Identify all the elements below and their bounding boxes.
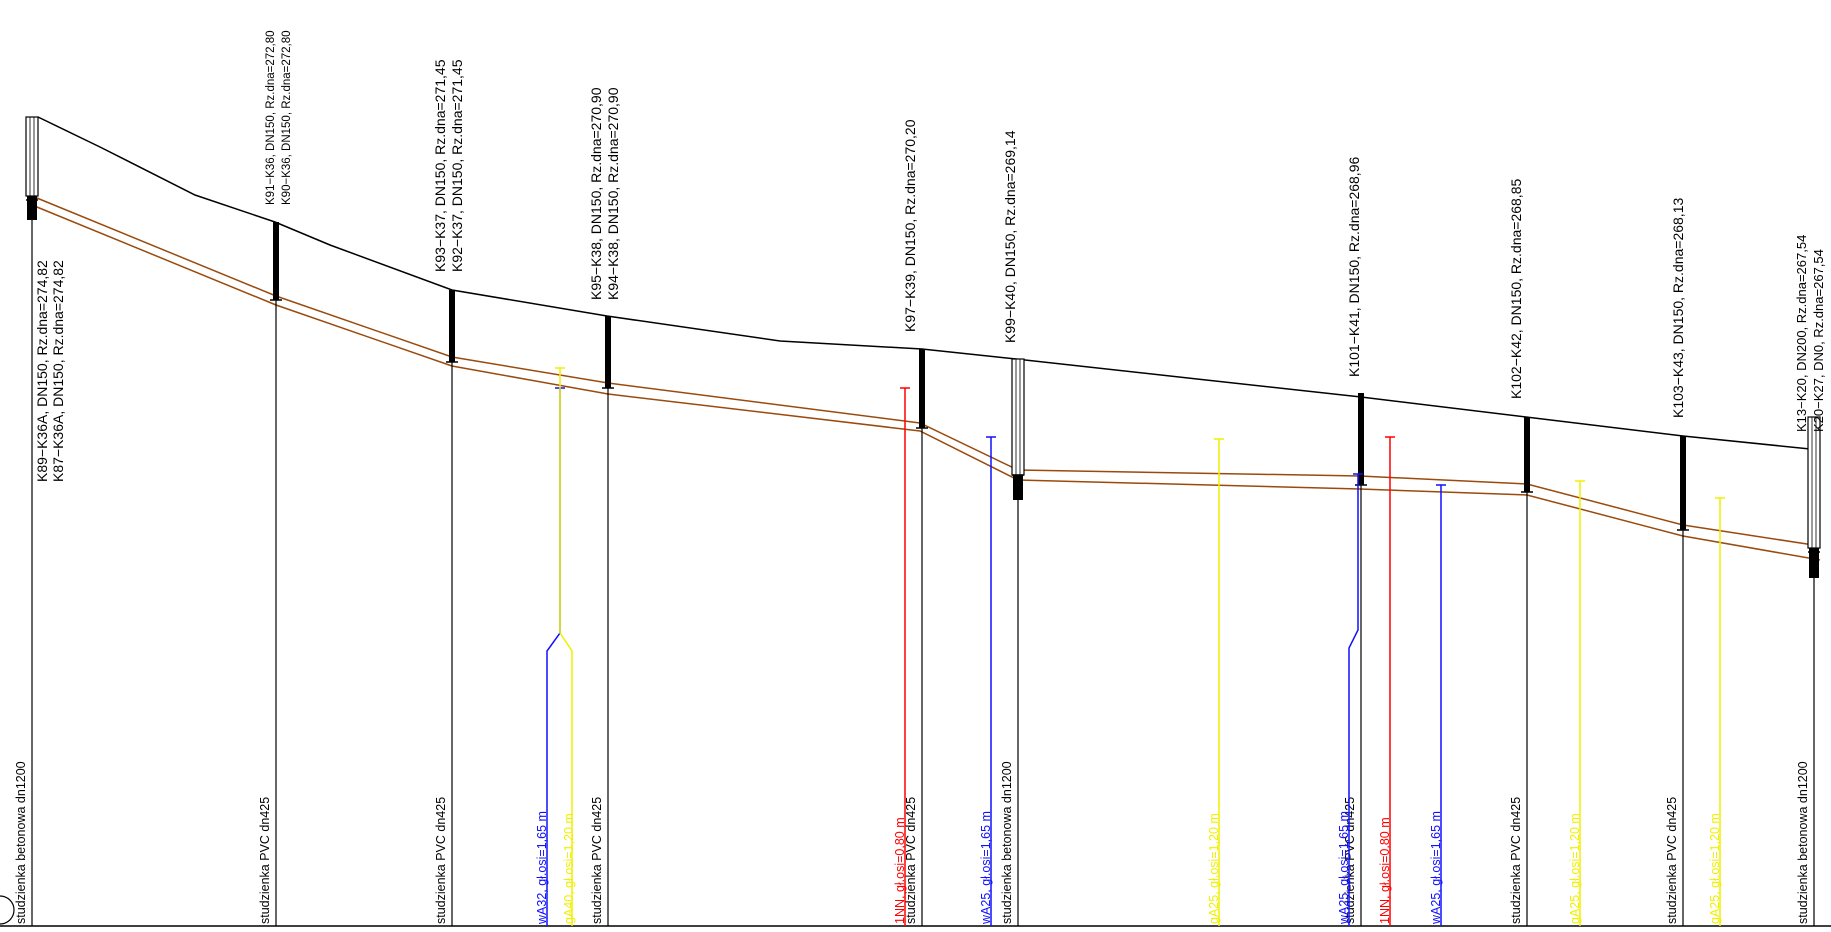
utility-depth-label: wA25, gł.osi=1,65 m: [1429, 811, 1443, 925]
utility-depth-label: 1NN, gł.osi=0,80 m: [1378, 817, 1392, 924]
utility-depth-label: wA25, gł.osi=1,65 m: [979, 811, 993, 925]
sewer-pipe-top-wall: [31, 195, 1821, 547]
pvc-manhole-shaft: [1524, 417, 1530, 492]
pvc-manhole-shaft: [449, 290, 455, 362]
utility-line: [1348, 474, 1359, 926]
pvc-manhole-shaft: [1680, 436, 1686, 530]
pvc-manhole-shaft: [605, 316, 611, 388]
manhole-type-label: studzienka betonowa dn1200: [1000, 761, 1014, 924]
manhole-top-label-2: K92−K37, DN150, Rz.dna=271,45: [449, 59, 465, 272]
manhole-stations: K89−K36A, DN150, Rz.dna=274,82 K87−K36A, …: [14, 30, 1826, 926]
manhole-m6[interactable]: K99−K40, DN150, Rz.dna=269,14 studzienka …: [1000, 130, 1025, 926]
manhole-m7[interactable]: K101−K41, DN150, Rz.dna=268,96 studzienka…: [1343, 157, 1367, 926]
manhole-bottom-block: [1809, 548, 1819, 578]
manhole-m10[interactable]: K13−K20, DN200, Rz.dna=267,54 K20−K27, DN…: [1794, 235, 1826, 926]
terrain-line: [37, 116, 1821, 451]
pvc-manhole-shaft: [1358, 393, 1364, 485]
manhole-top-label: K99−K40, DN150, Rz.dna=269,14: [1002, 130, 1018, 343]
manhole-top-label: K93−K37, DN150, Rz.dna=271,45: [432, 59, 448, 272]
manhole-m3[interactable]: K93−K37, DN150, Rz.dna=271,45 K92−K37, DN…: [432, 59, 465, 926]
manhole-type-label: studzienka betonowa dn1200: [1796, 761, 1810, 924]
manhole-top-label: K89−K36A, DN150, Rz.dna=274,82: [34, 260, 50, 482]
manhole-top-label: K95−K38, DN150, Rz.dna=270,90: [588, 87, 604, 300]
concrete-manhole-body: [1011, 358, 1025, 476]
manhole-type-label: studzienka PVC dn425: [904, 797, 918, 924]
manhole-bottom-block: [1013, 475, 1023, 500]
utility-crossing-gas[interactable]: gA25, gł.osi=1,20 m: [1568, 480, 1585, 926]
manhole-m8[interactable]: K102−K42, DN150, Rz.dna=268,85 studzienka…: [1508, 179, 1533, 926]
manhole-type-label: studzienka betonowa dn1200: [14, 761, 28, 924]
pvc-manhole-shaft: [919, 349, 925, 428]
manhole-m4[interactable]: K95−K38, DN150, Rz.dna=270,90 K94−K38, DN…: [588, 87, 621, 926]
utility-crossing-gas[interactable]: gA40, gł.osi=1,20 m: [555, 367, 576, 926]
manhole-m5[interactable]: K97−K39, DN150, Rz.dna=270,20 studzienka …: [902, 119, 928, 926]
utility-depth-label: wA32, gł.osi=1,65 m: [535, 811, 549, 925]
utility-crossings: wA32, gł.osi=1,65 m gA40, gł.osi=1,20 m 1N…: [535, 367, 1725, 926]
utility-depth-label: gA40, gł.osi=1,20 m: [562, 813, 576, 924]
utility-crossing-water[interactable]: wA25, gł.osi=1,65 m: [979, 436, 996, 926]
sewer-pipe-bottom-wall: [31, 204, 1821, 561]
manhole-top-label: K91−K36, DN150, Rz.dna=272,80: [265, 30, 277, 205]
manhole-type-label: studzienka PVC dn425: [1509, 797, 1523, 924]
pvc-manhole-shaft: [273, 222, 279, 300]
manhole-top-label-2: K94−K38, DN150, Rz.dna=270,90: [605, 87, 621, 300]
manhole-bottom-block: [27, 196, 37, 220]
utility-depth-label: wA25, gł.osi=1,65 m: [1337, 811, 1351, 925]
utility-depth-label: gA25, gł.osi=1,20 m: [1708, 813, 1722, 924]
manhole-m2[interactable]: K91−K36, DN150, Rz.dna=272,80 K90−K36, DN…: [258, 30, 293, 926]
manhole-top-label-2: K20−K27, DN0, Rz.dna=267,54: [1811, 249, 1826, 432]
utility-crossing-water[interactable]: wA25, gł.osi=1,65 m: [1337, 473, 1363, 926]
corner-circle-mark: [0, 895, 15, 925]
utility-crossing-gas[interactable]: gA25, gł.osi=1,20 m: [1207, 438, 1224, 926]
utility-depth-label: gA25, gł.osi=1,20 m: [1568, 813, 1582, 924]
utility-depth-label: gA25, gł.osi=1,20 m: [1207, 813, 1221, 924]
manhole-top-label: K101−K41, DN150, Rz.dna=268,96: [1346, 157, 1362, 377]
utility-crossing-power[interactable]: 1NN, gł.osi=0,80 m: [1378, 436, 1395, 926]
utility-crossing-water[interactable]: wA25, gł.osi=1,65 m: [1429, 484, 1446, 926]
manhole-top-label: K103−K43, DN150, Rz.dna=268,13: [1670, 198, 1686, 418]
manhole-type-label: studzienka PVC dn425: [258, 797, 272, 924]
utility-line: [559, 368, 573, 926]
manhole-top-label-2: K87−K36A, DN150, Rz.dna=274,82: [50, 260, 66, 482]
utility-crossing-gas[interactable]: gA25, gł.osi=1,20 m: [1708, 497, 1725, 926]
manhole-top-label: K102−K42, DN150, Rz.dna=268,85: [1508, 179, 1524, 399]
manhole-top-label: K13−K20, DN200, Rz.dna=267,54: [1794, 235, 1809, 432]
manhole-type-label: studzienka PVC dn425: [1343, 797, 1357, 924]
utility-depth-label: 1NN, gł.osi=0,80 m: [893, 817, 907, 924]
manhole-m9[interactable]: K103−K43, DN150, Rz.dna=268,13 studzienka…: [1665, 198, 1689, 926]
utility-crossing-power[interactable]: 1NN, gł.osi=0,80 m: [893, 387, 910, 926]
manhole-type-label: studzienka PVC dn425: [1665, 797, 1679, 924]
manhole-top-label-2: K90−K36, DN150, Rz.dna=272,80: [281, 30, 293, 205]
concrete-manhole-body: [1807, 416, 1821, 549]
manhole-type-label: studzienka PVC dn425: [590, 797, 604, 924]
manhole-m1[interactable]: K89−K36A, DN150, Rz.dna=274,82 K87−K36A, …: [14, 116, 66, 926]
concrete-manhole-body: [25, 116, 39, 197]
manhole-type-label: studzienka PVC dn425: [434, 797, 448, 924]
manhole-top-label: K97−K39, DN150, Rz.dna=270,20: [902, 119, 918, 332]
